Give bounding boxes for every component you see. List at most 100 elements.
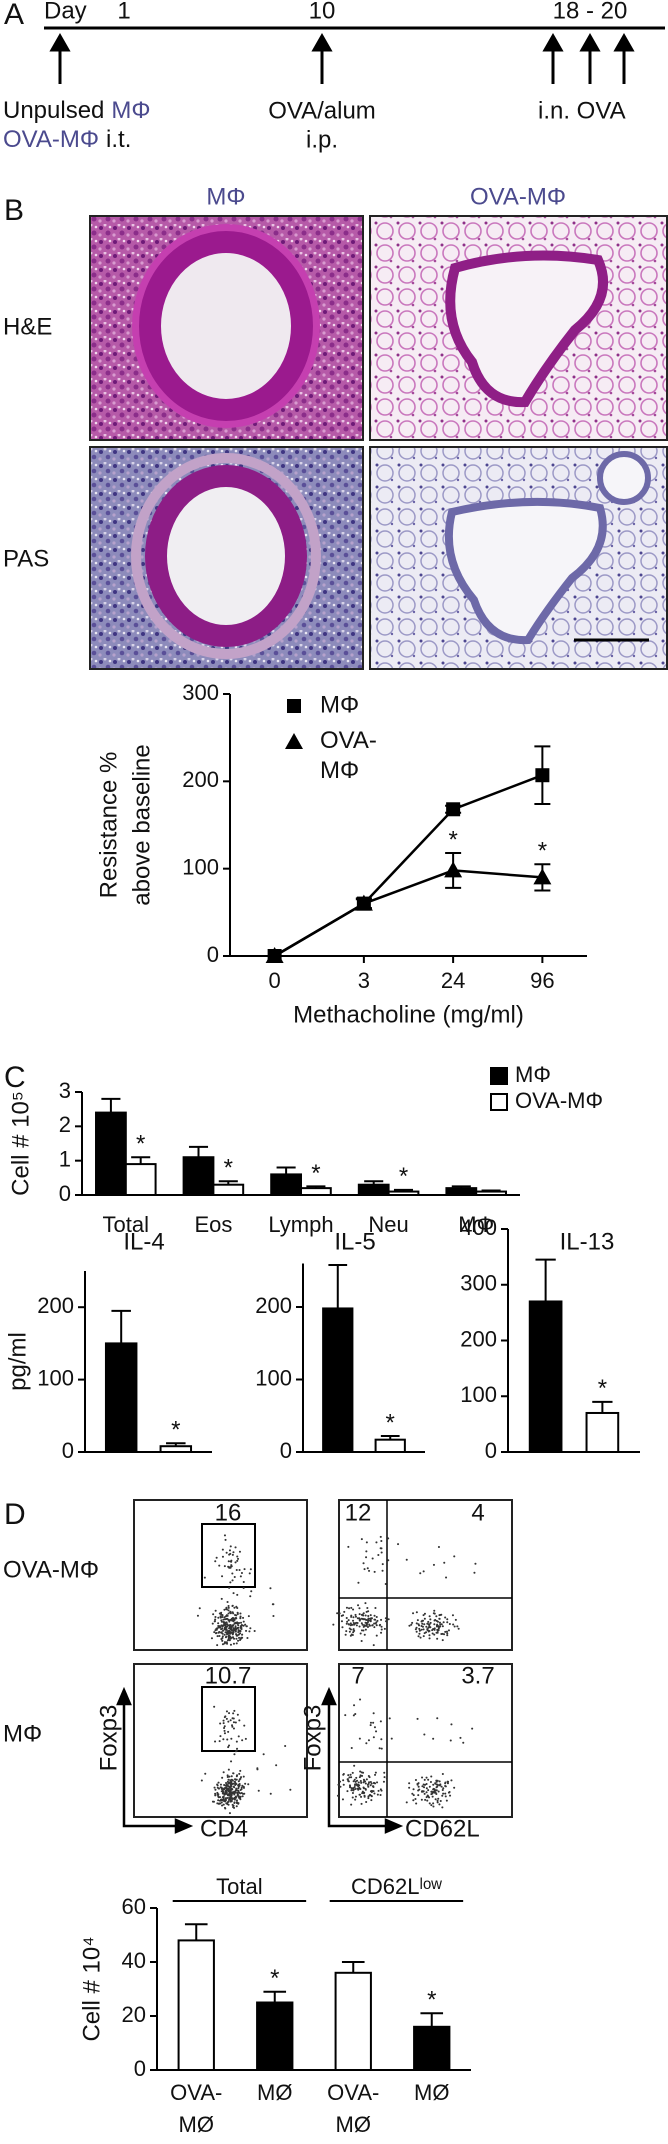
y-axis-label: Cell # 10⁵ [7,1091,34,1196]
flow-y-label: Foxp3 [299,1705,326,1772]
column-label: OVA-MΦ [470,183,566,210]
gate [201,1523,256,1588]
bar [212,1183,245,1196]
timeline-day: 18 - 20 [553,0,628,24]
error-bar [380,1435,400,1440]
error-bar [364,1180,384,1185]
y-axis-label: pg/ml [4,1332,31,1391]
bar [300,1187,332,1196]
legend-marker [490,1093,508,1111]
significance: * [171,1417,180,1444]
bar [334,1971,372,2072]
event-text: i.t. [106,126,131,153]
error-bar [341,1961,365,1973]
x-tick-label: 96 [530,968,554,993]
chart-title: IL-5 [334,1228,375,1255]
y-tick-label: 1 [59,1146,71,1171]
bar [177,1939,215,2072]
label-line: OVA- [320,727,377,754]
y-axis-label: Cell # 10⁴ [78,1936,105,2041]
error-bar [188,1145,209,1158]
x-tick-label: Neu [368,1212,408,1237]
bar [528,1300,563,1453]
point [354,894,373,911]
error-bar [393,1188,414,1192]
bar [374,1438,406,1454]
bar [159,1445,193,1454]
y-tick-label: 0 [134,2056,146,2081]
y-tick-label: 400 [460,1215,497,1240]
flow-events [196,1534,275,1647]
panel-label: A [4,0,24,31]
legend-label: OVA-MΦ [515,1088,603,1113]
y-axis-label: above baseline [128,744,155,905]
timeline-event: i.p. [306,126,338,153]
x-tick-label: 0 [269,968,281,993]
significance: * [224,1155,233,1182]
quadrant-value: 4 [471,1499,484,1526]
bar [124,1163,157,1196]
bar [322,1307,354,1453]
timeline-event: i.n. OVA [538,97,626,124]
bar [270,1173,303,1197]
error-bar [481,1189,501,1192]
significance: * [399,1163,408,1190]
x-axis-label: Methacholine (mg/ml) [293,1001,524,1028]
significance: * [538,838,547,865]
x-tick-label: 3 [358,968,370,993]
gate-value: 10.7 [205,1662,252,1689]
significance: * [427,1987,436,2014]
flow-plots [116,1499,513,1834]
flow-events [200,1705,292,1815]
bar [95,1111,127,1196]
timeline-day: 1 [117,0,130,24]
error-bar [218,1180,238,1185]
bar [104,1342,138,1454]
chart-title: IL-13 [560,1228,615,1255]
timeline-event: OVA-MΦ i.t. [3,126,131,153]
histology-image [89,446,364,670]
y-tick-label: 100 [255,1365,292,1390]
bar [585,1411,620,1453]
error-bar [451,1185,471,1189]
bar [182,1156,215,1196]
point [446,802,461,817]
flow-events [332,1535,477,1647]
y-tick-label: 100 [182,854,219,879]
significance: * [448,826,457,853]
flow-events [336,1698,474,1809]
point [265,947,284,963]
y-tick-label: 2 [59,1112,71,1137]
error-bar [166,1442,186,1447]
x-tick-label: Total [103,1212,149,1237]
bar [387,1190,420,1196]
point [533,868,552,885]
legend-marker [285,733,303,749]
axis-arrows [116,1686,404,1834]
x-tick-label: OVA- MØ [327,2080,379,2137]
bar [256,2001,294,2071]
quadrant-lines [339,1500,512,1817]
y-tick-label: 200 [460,1326,497,1351]
row-label: PAS [3,545,49,572]
x-tick-label: 24 [441,968,465,993]
y-axis-label: Resistance % [95,752,122,899]
panel-label: B [4,194,24,227]
gate-value: 16 [215,1499,242,1526]
error-bar [184,1923,208,1941]
legend-label: MΦ [320,691,359,718]
bar [357,1183,390,1196]
y-tick-label: 0 [207,942,219,967]
y-tick-label: 300 [460,1271,497,1296]
event-cell: MΦ [111,97,150,124]
bar [445,1187,478,1196]
y-tick-label: 0 [59,1181,71,1206]
group-label: Total [216,1874,262,1899]
quadrant-value: 7 [351,1662,364,1689]
x-tick-label: Eos [194,1212,232,1237]
y-tick-label: 0 [485,1438,497,1463]
row-label: OVA-MΦ [3,1556,99,1583]
quadrant-value: 12 [345,1499,372,1526]
row-label: MΦ [3,1720,42,1747]
y-tick-label: 20 [122,2002,146,2027]
